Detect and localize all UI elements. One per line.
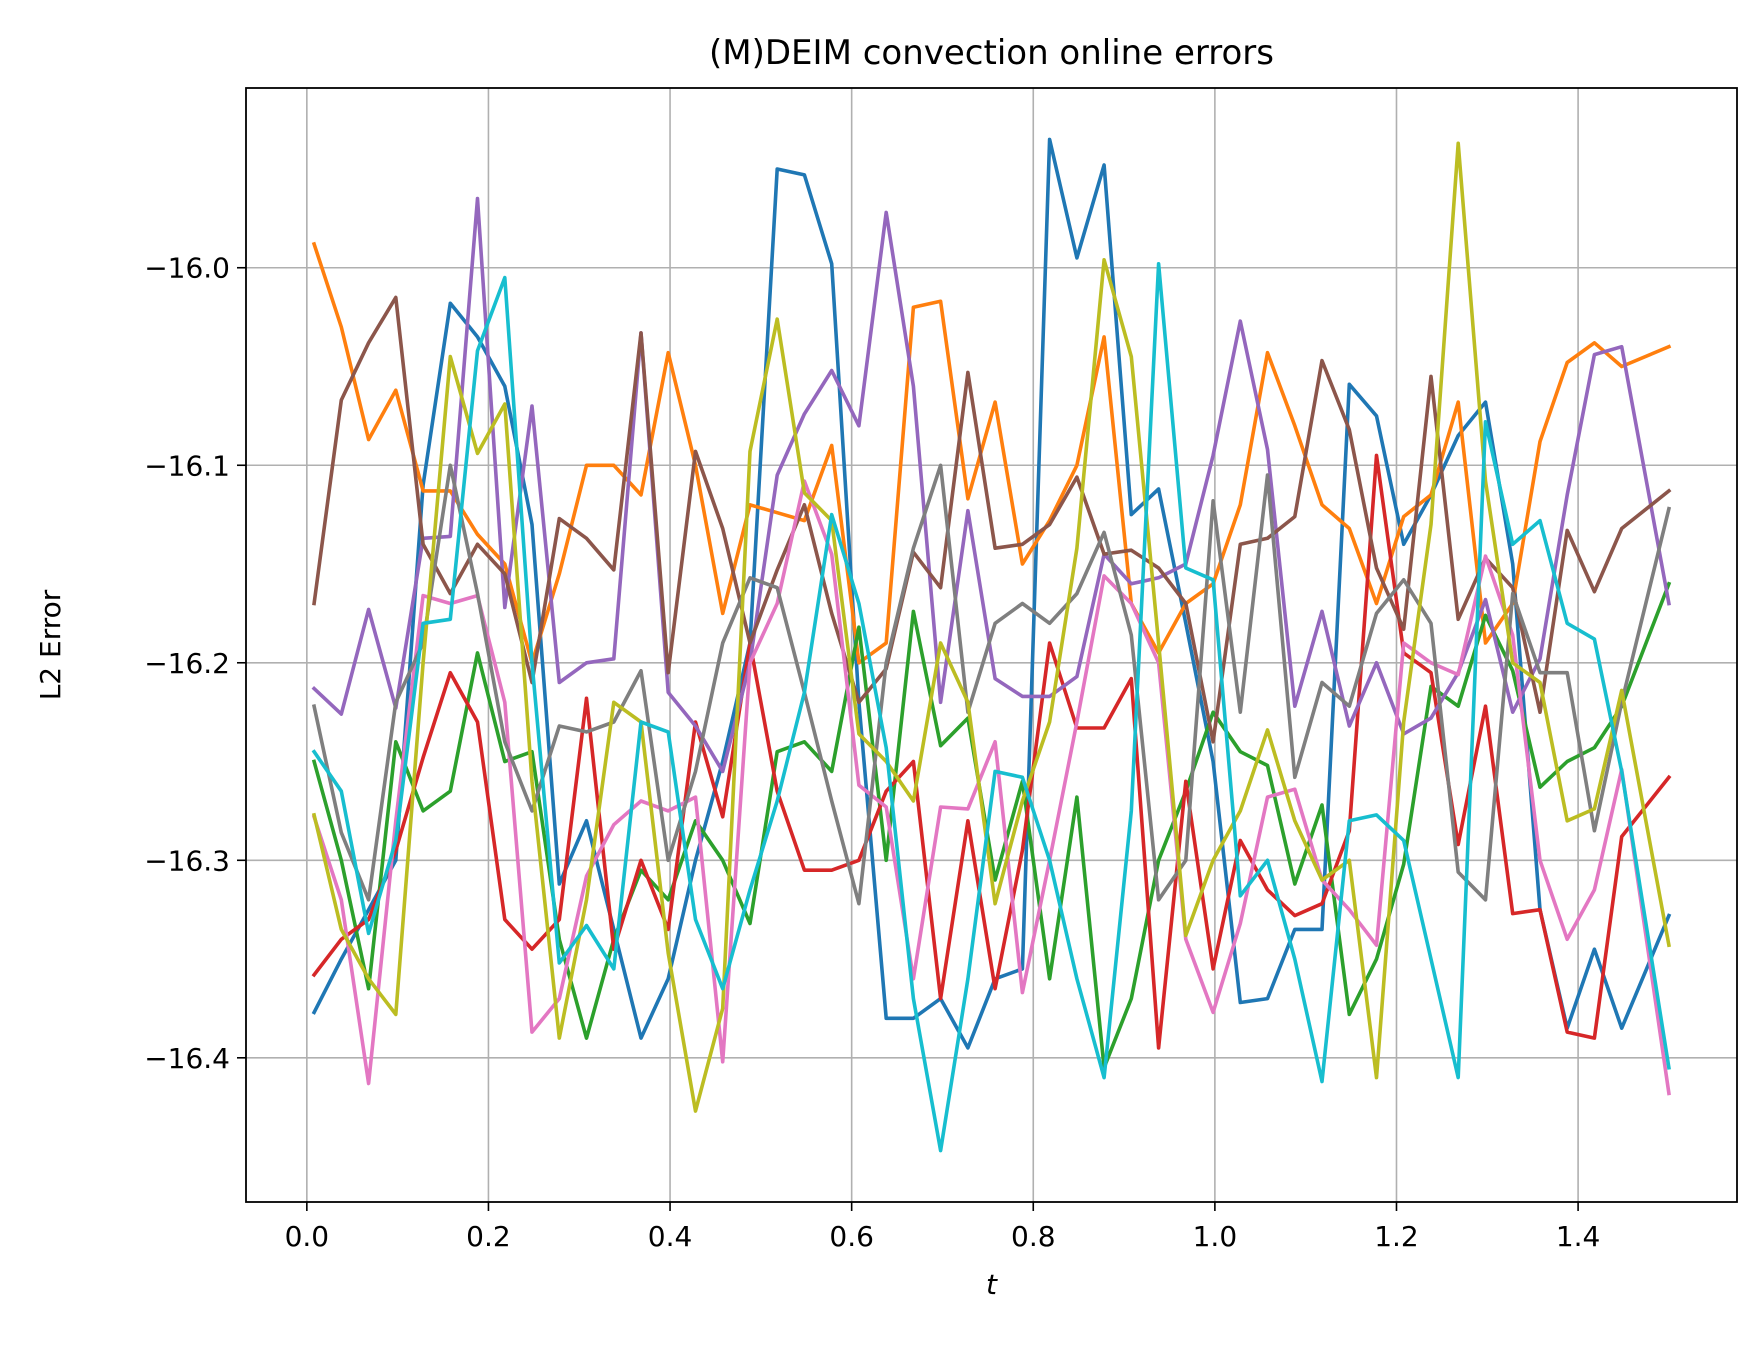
x-axis-label: t xyxy=(986,1268,998,1301)
series-layer xyxy=(311,137,1672,1153)
y-tick-label: −16.0 xyxy=(144,252,230,285)
series-line-9 xyxy=(311,141,1671,1113)
x-tick-label: 1.0 xyxy=(1193,1220,1238,1253)
x-tick-label: 0.4 xyxy=(648,1220,693,1253)
series-line-10 xyxy=(311,261,1671,1153)
y-tick-label: −16.4 xyxy=(144,1042,230,1075)
x-tick-label: 0.2 xyxy=(466,1220,511,1253)
series-line-6 xyxy=(312,295,1672,744)
y-axis-ticks: −16.0 −16.1 −16.2 −16.3 −16.4 xyxy=(144,252,246,1075)
y-tick-label: −16.3 xyxy=(144,844,230,877)
x-tick-label: 0.6 xyxy=(829,1220,874,1253)
y-axis-label: L2 Error xyxy=(34,589,67,700)
x-tick-label: 0.0 xyxy=(285,1220,330,1253)
series-line-7 xyxy=(311,479,1671,1096)
series-line-1 xyxy=(311,137,1672,1050)
x-axis-ticks: 0.0 0.2 0.4 0.6 0.8 1.0 1.2 1.4 xyxy=(285,1202,1601,1253)
series-line-8 xyxy=(311,463,1672,906)
x-tick-label: 1.4 xyxy=(1556,1220,1601,1253)
y-tick-label: −16.1 xyxy=(144,449,230,482)
series-line-5 xyxy=(311,196,1671,774)
x-tick-label: 0.8 xyxy=(1011,1220,1056,1253)
chart-title: (M)DEIM convection online errors xyxy=(709,33,1274,73)
series-line-4 xyxy=(311,453,1672,1050)
y-tick-label: −16.2 xyxy=(144,647,230,680)
x-tick-label: 1.2 xyxy=(1374,1220,1419,1253)
plot-frame xyxy=(245,87,1738,1203)
